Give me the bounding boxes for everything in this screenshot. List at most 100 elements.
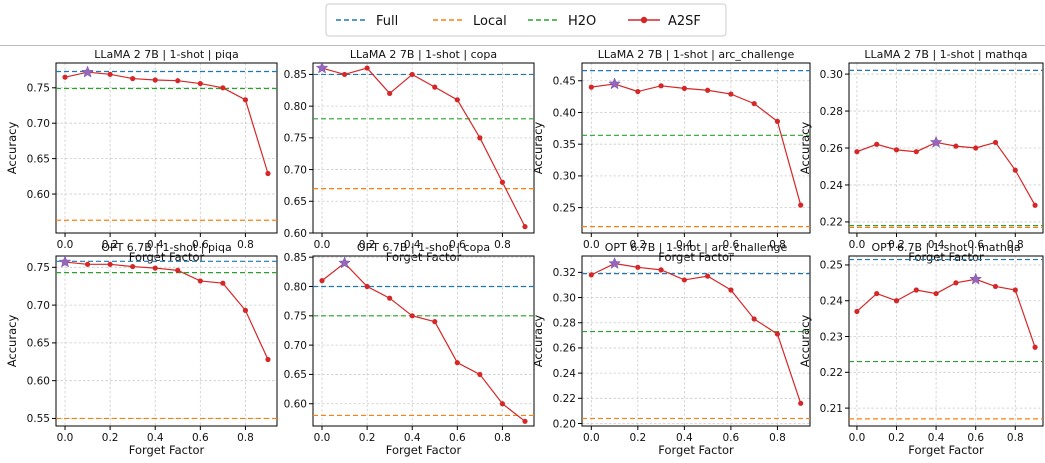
data-point <box>265 170 271 177</box>
y-tick-label: 0.75 <box>284 311 307 323</box>
x-tick-label: 0.0 <box>849 432 866 444</box>
axes-frame <box>55 62 278 234</box>
y-tick-label: 0.23 <box>820 331 843 343</box>
series-a2sf-line <box>856 278 1036 348</box>
data-point <box>341 71 348 78</box>
data-point <box>953 143 959 149</box>
data-point <box>364 283 370 290</box>
y-tick-label: 0.32 <box>553 267 576 279</box>
data-point <box>432 319 438 325</box>
data-point <box>854 308 860 315</box>
y-tick-label: 0.30 <box>553 292 576 304</box>
x-tick-label: 0.6 <box>192 432 209 444</box>
data-point <box>635 264 641 270</box>
data-point <box>854 149 860 155</box>
y-tick-label: 0.85 <box>284 69 307 81</box>
data-point <box>893 147 900 153</box>
subplot-3: 0.0 0.2 0.4 0.6 0.8 0.25 0.30 0.35 0.40 0.45 LLaMA… <box>531 48 811 264</box>
axes-frame <box>312 255 535 427</box>
series-a2sf-line <box>321 262 526 422</box>
subplot-2: 0.0 0.2 0.4 0.6 0.8 0.60 0.65 0.70 0.75 0.80 0.85 L… <box>284 48 535 264</box>
data-point <box>798 400 804 406</box>
data-point <box>798 202 804 208</box>
data-point <box>409 313 415 319</box>
x-tick-label: 0.0 <box>314 239 331 251</box>
y-tick-label: 0.26 <box>820 143 844 155</box>
axes-frame <box>581 62 811 234</box>
data-point <box>197 278 203 284</box>
x-tick-label: 0.8 <box>237 239 254 251</box>
best-point-star <box>81 65 94 78</box>
y-tick-label: 0.30 <box>820 69 843 81</box>
y-tick-label: 0.22 <box>820 217 843 229</box>
series-a2sf-line <box>64 71 269 174</box>
best-point-star <box>608 77 621 90</box>
subplot-title: LLaMA 2 7B | 1-shot | copa <box>350 48 497 61</box>
data-point <box>1012 167 1018 173</box>
grid <box>849 63 1043 233</box>
x-tick-label: 0.0 <box>849 239 866 251</box>
y-tick-label: 0.28 <box>820 106 843 118</box>
series-a2sf-line <box>856 141 1036 206</box>
y-tick-label: 0.30 <box>553 171 576 183</box>
grid <box>313 63 534 234</box>
y-tick-label: 0.24 <box>820 296 844 308</box>
data-point <box>152 77 158 83</box>
y-tick-label: 0.60 <box>284 399 307 411</box>
data-point <box>774 118 781 124</box>
data-point <box>705 273 711 279</box>
data-point <box>319 278 325 284</box>
y-tick-label: 0.20 <box>553 418 576 430</box>
x-tick-label: 0.0 <box>57 239 74 251</box>
y-tick-label: 0.70 <box>27 118 50 130</box>
data-point <box>751 100 757 107</box>
data-point <box>893 298 900 304</box>
x-tick-label: 0.8 <box>237 432 254 444</box>
legend-marker <box>640 16 648 24</box>
y-tick-label: 0.25 <box>820 260 843 272</box>
legend-frame <box>325 3 727 37</box>
data-point <box>658 267 664 273</box>
y-axis-label: Accuracy <box>531 315 545 368</box>
data-point <box>874 141 880 147</box>
subplot-title: OPT 6.7B | 1-shot | copa <box>357 241 490 254</box>
x-tick-label: 0.0 <box>583 432 600 444</box>
data-point <box>130 75 136 82</box>
data-point <box>933 290 939 297</box>
data-point <box>220 280 226 286</box>
data-point <box>635 88 641 95</box>
x-axis-label: Forget Factor <box>386 250 462 264</box>
y-tick-label: 0.28 <box>553 318 576 330</box>
data-point <box>454 360 460 366</box>
best-point-star <box>338 256 351 269</box>
legend-entry-a2sf: A2SF <box>628 14 701 29</box>
data-point <box>477 371 483 378</box>
data-point <box>130 263 136 270</box>
subplot-title: LLaMA 2 7B | 1-shot | mathqa <box>864 48 1027 61</box>
x-tick-label: 0.2 <box>888 432 905 444</box>
y-tick-label: 0.80 <box>284 101 307 113</box>
x-axis-label: Forget Factor <box>386 443 462 457</box>
x-tick-label: 0.4 <box>404 239 421 251</box>
data-point <box>220 85 226 91</box>
data-point <box>953 280 959 286</box>
data-point <box>913 287 919 293</box>
subplot-title: OPT 6.7B | 1-shot | mathqa <box>871 241 1020 254</box>
y-tick-label: 0.75 <box>27 83 50 95</box>
data-point <box>477 135 483 141</box>
x-axis-label: Forget Factor <box>129 250 205 264</box>
x-tick-label: 0.2 <box>888 239 905 251</box>
subplot-4: 0.0 0.2 0.4 0.6 0.8 0.22 0.24 0.26 0.28 0.30 LLaMA… <box>798 48 1044 264</box>
x-axis-label: Forget Factor <box>908 443 984 457</box>
x-tick-label: 0.2 <box>629 239 646 251</box>
y-tick-label: 0.26 <box>553 343 577 355</box>
x-tick-label: 0.4 <box>147 239 164 251</box>
data-point <box>387 295 393 301</box>
x-tick-label: 0.8 <box>494 432 511 444</box>
data-point <box>751 316 757 322</box>
data-point <box>728 287 734 293</box>
best-point-star <box>58 255 72 268</box>
y-tick-label: 0.65 <box>284 369 307 381</box>
legend-label: A2SF <box>668 14 701 29</box>
